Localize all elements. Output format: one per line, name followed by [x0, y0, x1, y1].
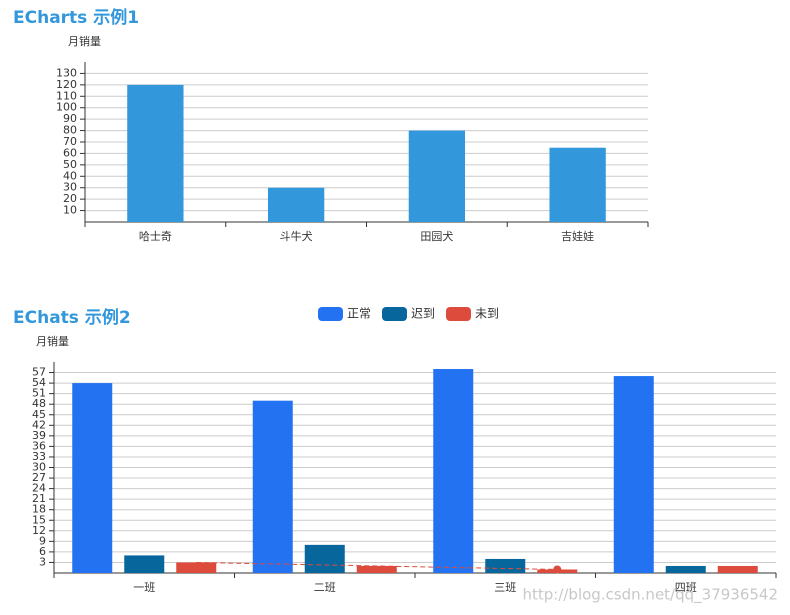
x-tick-label: 四班 — [675, 581, 697, 594]
y-tick-label: 30 — [32, 461, 46, 474]
mark-line-end — [553, 565, 562, 574]
y-tick-label: 10 — [63, 204, 77, 217]
y-tick-label: 30 — [63, 181, 77, 194]
y-tick-label: 20 — [63, 192, 77, 205]
legend-label: 未到 — [475, 307, 499, 321]
y-tick-label: 90 — [63, 112, 77, 125]
y-tick-label: 6 — [39, 545, 46, 558]
y-tick-label: 130 — [56, 66, 77, 79]
bar — [549, 147, 606, 222]
y-tick-label: 48 — [32, 397, 46, 410]
x-tick-label: 吉娃娃 — [561, 230, 594, 243]
bar — [304, 544, 345, 573]
x-tick-label: 三班 — [494, 581, 516, 594]
y-tick-label: 60 — [63, 146, 77, 159]
y-tick-label: 120 — [56, 78, 77, 91]
x-tick-label: 二班 — [314, 581, 336, 594]
bar — [433, 369, 474, 573]
bar — [665, 565, 706, 573]
y-tick-label: 57 — [32, 366, 46, 379]
y-tick-label: 40 — [63, 169, 77, 182]
bar — [408, 130, 466, 222]
mark-line — [196, 561, 558, 570]
y-tick-label: 24 — [32, 482, 46, 495]
bar — [613, 376, 654, 573]
y-tick-label: 27 — [32, 471, 46, 484]
y-tick-label: 54 — [32, 376, 46, 389]
x-tick-label: 斗牛犬 — [280, 229, 313, 243]
y-tick-label: 9 — [39, 534, 46, 547]
x-tick-label: 哈士奇 — [139, 230, 172, 243]
chart-title: ECharts 示例1 — [13, 7, 139, 28]
y-tick-label: 15 — [32, 513, 46, 526]
legend-label: 正常 — [347, 307, 371, 321]
legend-swatch — [446, 307, 471, 321]
y-tick-label: 3 — [39, 555, 46, 568]
y-tick-label: 100 — [56, 101, 77, 114]
y-tick-label: 70 — [63, 135, 77, 148]
x-tick-label: 一班 — [133, 581, 155, 594]
bar — [717, 565, 758, 573]
y-tick-label: 110 — [56, 89, 77, 102]
bar — [127, 84, 184, 222]
bar — [124, 555, 165, 573]
y-tick-label: 33 — [32, 450, 46, 463]
y-tick-label: 45 — [32, 408, 46, 421]
legend-swatch — [382, 307, 407, 321]
y-tick-label: 18 — [32, 503, 46, 516]
bar — [356, 565, 397, 573]
y-tick-label: 36 — [32, 439, 46, 452]
y-tick-label: 42 — [32, 418, 46, 431]
y-tick-label: 51 — [32, 387, 46, 400]
bar — [176, 562, 217, 573]
y-axis-name: 月销量 — [36, 334, 69, 348]
bar — [485, 558, 526, 573]
y-tick-label: 39 — [32, 429, 46, 442]
bar — [267, 187, 325, 222]
y-tick-label: 50 — [63, 158, 77, 171]
y-tick-label: 12 — [32, 524, 46, 537]
bar — [72, 383, 113, 573]
chart-title: EChats 示例2 — [13, 307, 131, 328]
x-tick-label: 田园犬 — [420, 229, 453, 243]
y-tick-label: 80 — [63, 124, 77, 137]
y-tick-label: 21 — [32, 492, 46, 505]
y-axis-name: 月销量 — [68, 34, 101, 48]
bar — [252, 400, 293, 573]
legend-label: 迟到 — [411, 307, 435, 321]
watermark: http://blog.csdn.net/qq_37936542 — [522, 586, 778, 605]
legend-swatch — [318, 307, 343, 321]
